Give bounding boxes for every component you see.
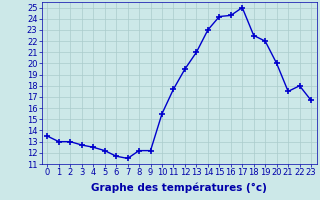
X-axis label: Graphe des températures (°c): Graphe des températures (°c): [91, 183, 267, 193]
